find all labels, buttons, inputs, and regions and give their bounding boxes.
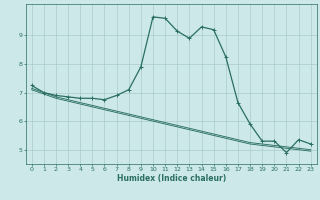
X-axis label: Humidex (Indice chaleur): Humidex (Indice chaleur) bbox=[116, 174, 226, 183]
